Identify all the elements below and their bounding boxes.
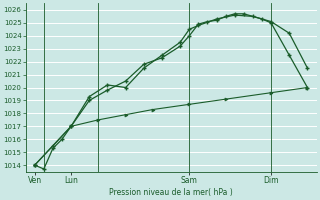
- X-axis label: Pression niveau de la mer( hPa ): Pression niveau de la mer( hPa ): [109, 188, 233, 197]
